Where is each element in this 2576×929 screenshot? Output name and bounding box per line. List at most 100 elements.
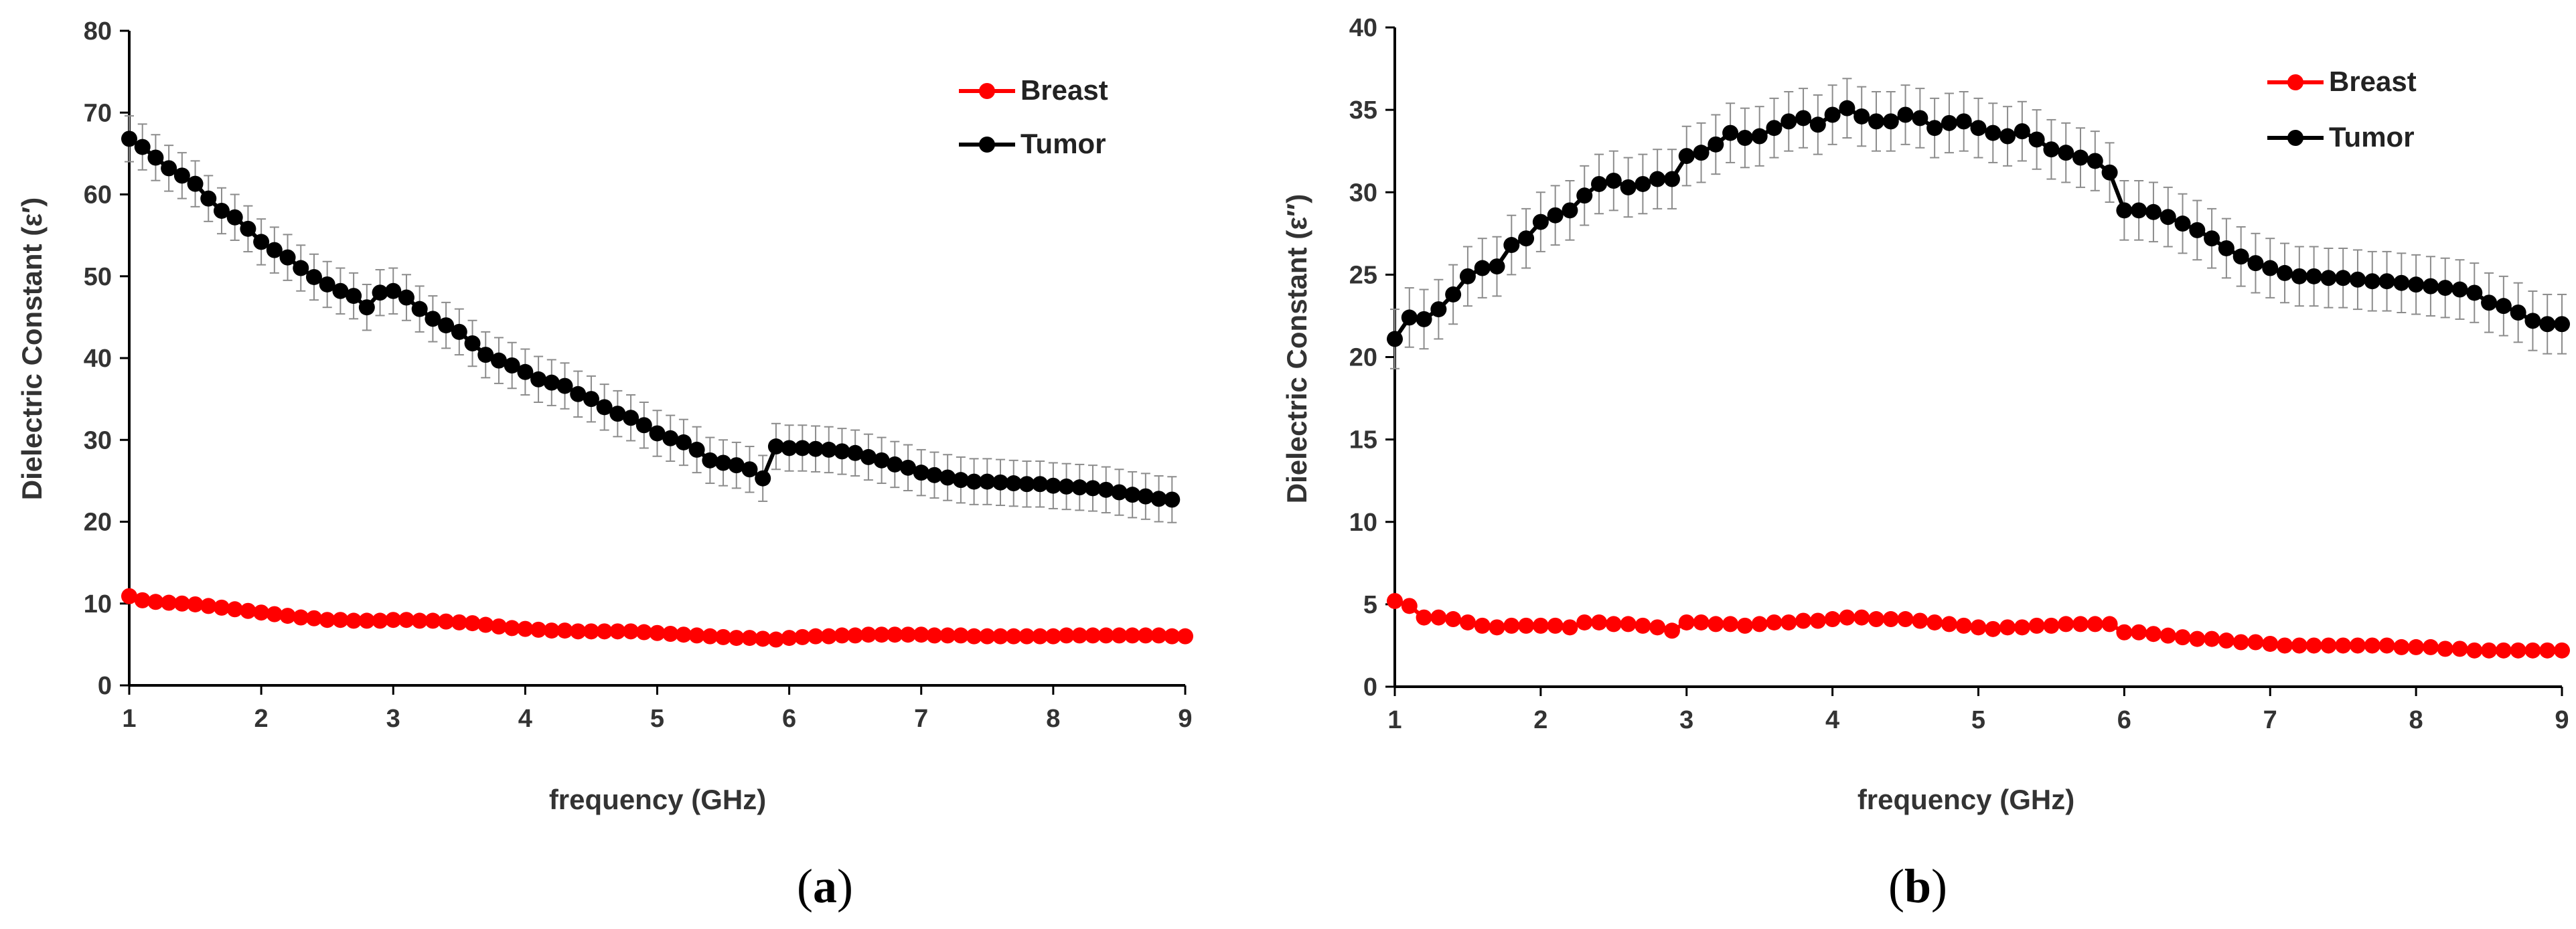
data-point-tumor: [583, 391, 599, 408]
data-point-breast: [1736, 617, 1753, 634]
data-point-breast: [755, 630, 771, 647]
data-point-breast: [2174, 629, 2191, 646]
data-point-breast: [900, 626, 917, 643]
data-point-tumor: [635, 417, 652, 434]
data-point-breast: [820, 628, 837, 645]
data-point-breast: [2408, 639, 2425, 655]
data-point-breast: [635, 624, 652, 641]
data-point-tumor: [1576, 187, 1593, 204]
series-breast: [121, 588, 1193, 648]
data-point-tumor: [121, 131, 137, 147]
data-point-breast: [939, 627, 956, 644]
x-tick-label: 4: [518, 705, 532, 733]
legend-swatch-marker-tumor: [2287, 130, 2303, 146]
data-point-tumor: [1150, 491, 1167, 507]
data-point-tumor: [2277, 264, 2293, 281]
y-tick-label: 5: [1363, 591, 1377, 619]
data-point-tumor: [1970, 120, 1987, 137]
data-point-breast: [1605, 616, 1622, 632]
data-point-tumor: [1164, 491, 1181, 508]
data-point-tumor: [2174, 216, 2191, 232]
data-point-breast: [1839, 609, 1855, 626]
data-point-tumor: [873, 452, 890, 469]
data-point-tumor: [794, 440, 811, 456]
x-tick-label: 4: [1825, 706, 1839, 734]
y-tick-label: 35: [1349, 96, 1377, 124]
y-tick-label: 70: [84, 99, 112, 127]
data-point-tumor: [1005, 475, 1022, 492]
data-point-tumor: [2101, 164, 2118, 181]
data-point-breast: [2451, 641, 2468, 657]
data-point-breast: [1401, 598, 1418, 614]
data-point-tumor: [2262, 260, 2279, 276]
data-point-breast: [926, 627, 943, 644]
data-point-breast: [808, 628, 824, 645]
data-point-breast: [728, 630, 745, 647]
legend-label-tumor: Tumor: [2329, 121, 2415, 153]
data-point-breast: [1532, 617, 1549, 634]
data-point-breast: [1853, 609, 1870, 626]
data-point-tumor: [847, 444, 864, 461]
data-point-tumor: [1071, 479, 1088, 496]
data-point-tumor: [1912, 110, 1928, 126]
data-point-breast: [2305, 637, 2322, 654]
data-point-tumor: [1018, 476, 1035, 493]
data-point-tumor: [253, 234, 270, 250]
data-point-tumor: [173, 167, 190, 184]
data-point-breast: [979, 628, 996, 645]
data-point-breast: [1781, 614, 1797, 630]
data-point-breast: [1722, 616, 1739, 632]
data-point-breast: [2262, 635, 2279, 652]
data-point-tumor: [358, 299, 375, 316]
data-point-tumor: [952, 472, 969, 489]
data-point-breast: [1058, 627, 1075, 644]
data-point-breast: [1897, 611, 1914, 628]
data-point-tumor: [688, 441, 705, 458]
x-tick-label: 8: [1046, 705, 1060, 733]
data-point-tumor: [860, 448, 877, 465]
data-point-tumor: [1085, 480, 1102, 497]
y-tick-label: 0: [98, 672, 112, 700]
data-point-tumor: [240, 220, 256, 237]
data-point-tumor: [609, 406, 626, 422]
data-point-breast: [609, 623, 626, 640]
data-point-tumor: [2058, 145, 2074, 161]
y-tick-label: 30: [1349, 179, 1377, 207]
data-point-tumor: [2510, 305, 2526, 321]
data-point-tumor: [1824, 106, 1841, 123]
data-point-breast: [2131, 624, 2147, 641]
data-point-breast: [2028, 617, 2045, 634]
data-point-tumor: [451, 323, 467, 340]
data-point-breast: [2554, 642, 2570, 659]
data-point-breast: [715, 628, 732, 645]
data-point-breast: [1708, 616, 1724, 632]
data-point-tumor: [1620, 179, 1637, 195]
data-point-breast: [847, 627, 864, 644]
data-point-breast: [834, 627, 850, 644]
data-point-tumor: [767, 438, 784, 455]
data-point-breast: [2087, 616, 2103, 632]
legend-swatch-marker-tumor: [979, 137, 995, 153]
y-tick-label: 40: [1349, 14, 1377, 42]
x-tick-label: 6: [2117, 706, 2131, 734]
data-point-breast: [477, 616, 494, 633]
data-point-breast: [240, 602, 256, 619]
y-tick-label: 30: [84, 426, 112, 454]
data-point-tumor: [715, 454, 732, 471]
data-point-breast: [1591, 614, 1608, 630]
data-point-tumor: [728, 457, 745, 474]
data-point-tumor: [2495, 298, 2512, 315]
y-tick-label: 40: [84, 345, 112, 373]
data-point-breast: [504, 620, 520, 637]
data-point-breast: [1882, 611, 1899, 628]
data-point-breast: [1766, 614, 1783, 630]
data-point-tumor: [266, 242, 283, 258]
data-point-breast: [583, 623, 599, 640]
data-point-tumor: [2378, 273, 2395, 290]
data-point-breast: [2364, 637, 2380, 654]
x-tick-label: 5: [1971, 706, 1985, 734]
data-point-breast: [1430, 609, 1447, 626]
x-tick-label: 2: [254, 705, 269, 733]
data-point-tumor: [2305, 268, 2322, 284]
data-point-breast: [2218, 632, 2234, 649]
